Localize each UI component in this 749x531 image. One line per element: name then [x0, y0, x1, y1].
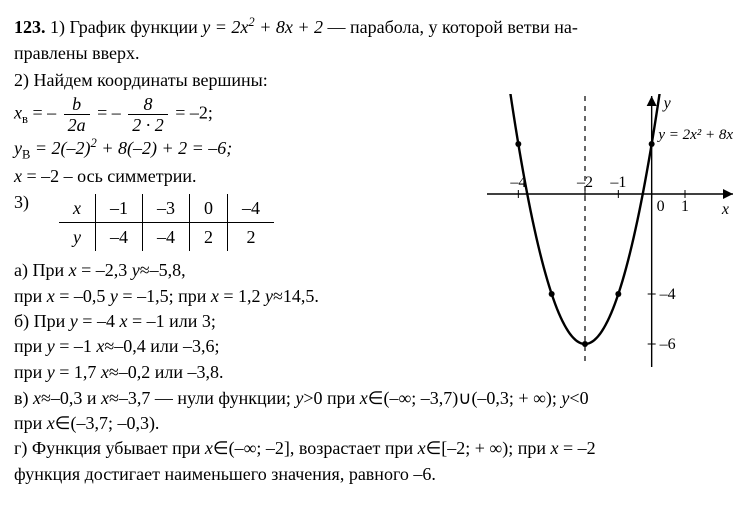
xv-line: xв = – b 2a = – 8 2 · 2 = –2; [14, 95, 477, 134]
table-cell: 2 [190, 223, 228, 252]
table-row: x –1 –3 0 –4 [59, 194, 274, 223]
frac1-num: b [64, 95, 90, 115]
table-cell: –4 [96, 223, 143, 252]
a-line1-text: При x = –2,3 y≈–5,8, [32, 260, 185, 280]
c-line: в) x≈–0,3 и x≈–3,7 — нули функции; y>0 п… [14, 386, 735, 410]
a-label: а) [14, 260, 28, 280]
step2-label: 2) [14, 70, 29, 90]
frac1-den: 2a [64, 115, 90, 134]
svg-text:–2: –2 [576, 174, 593, 191]
table-col-header: x [59, 194, 96, 223]
d-text1: Функция убывает при x∈(–∞; –2], возраста… [32, 438, 596, 458]
step2: 2) Найдем координаты вершины: [14, 68, 735, 92]
b-line1: б) При y = –4 x = –1 или 3; [14, 309, 477, 333]
c-line2: при x∈(–3,7; –0,3). [14, 411, 735, 435]
table-cell: –4 [228, 194, 275, 223]
axis-line: x = –2 – ось симметрии. [14, 164, 477, 188]
step1-expr: y = 2x2 + 8x + 2 [202, 17, 323, 37]
c-label: в) [14, 388, 29, 408]
step2-text: Найдем координаты вершины: [34, 70, 268, 90]
svg-text:1: 1 [681, 198, 689, 215]
step3-row: 3) x –1 –3 0 –4 y –4 –4 2 2 [14, 190, 477, 258]
b-line3: при y = 1,7 x≈–0,2 или –3,8. [14, 360, 477, 384]
svg-text:–1: –1 [609, 174, 626, 191]
table-row: y –4 –4 2 2 [59, 223, 274, 252]
svg-text:–4: –4 [659, 286, 676, 303]
eq1: = – [97, 103, 125, 123]
table-cell: 2 [228, 223, 275, 252]
step3-label: 3) [14, 190, 29, 214]
step1-b: — парабола, у которой ветви на- [328, 17, 578, 37]
parabola-graph: –4–2–101–4–6xyy = 2x² + 8x + 2 [485, 94, 735, 369]
table-cell: 0 [190, 194, 228, 223]
problem-number: 123. [14, 17, 46, 37]
svg-text:y = 2x² + 8x + 2: y = 2x² + 8x + 2 [656, 127, 735, 143]
main-row: xв = – b 2a = – 8 2 · 2 = –2; yB = 2(–2)… [14, 94, 735, 385]
table-cell: –4 [143, 223, 190, 252]
d-line2: функция достигает наименьшего значения, … [14, 462, 735, 486]
svg-text:y: y [662, 95, 672, 112]
svg-text:0: 0 [657, 198, 665, 215]
a-line2: при x = –0,5 y = –1,5; при x = 1,2 y≈14,… [14, 284, 477, 308]
table-cell: –3 [143, 194, 190, 223]
frac2-den: 2 · 2 [128, 115, 168, 134]
table-cell: –1 [96, 194, 143, 223]
table-row-header: y [59, 223, 96, 252]
b-label: б) [14, 311, 29, 331]
step1: 123. 1) График функции y = 2x2 + 8x + 2 … [14, 14, 735, 39]
step1c: правлены вверх. [14, 41, 735, 65]
svg-text:x: x [721, 201, 729, 218]
b-line2: при y = –1 x≈–0,4 или –3,6; [14, 334, 477, 358]
c-text: x≈–0,3 и x≈–3,7 — нули функции; y>0 при … [33, 388, 589, 408]
left-column: xв = – b 2a = – 8 2 · 2 = –2; yB = 2(–2)… [14, 94, 477, 385]
graph-panel: –4–2–101–4–6xyy = 2x² + 8x + 2 [485, 94, 735, 385]
xv-end: = –2; [175, 103, 213, 123]
step1-a: График функции [70, 17, 198, 37]
values-table: x –1 –3 0 –4 y –4 –4 2 2 [59, 194, 274, 252]
frac2-num: 8 [128, 95, 168, 115]
step1-label: 1) [50, 17, 65, 37]
a-line1: а) При x = –2,3 y≈–5,8, [14, 258, 477, 282]
yv-line: yB = 2(–2)2 + 8(–2) + 2 = –6; [14, 135, 477, 164]
svg-text:–6: –6 [659, 336, 676, 353]
b-line1-text: При y = –4 x = –1 или 3; [34, 311, 216, 331]
d-line1: г) Функция убывает при x∈(–∞; –2], возра… [14, 436, 735, 460]
d-label: г) [14, 438, 27, 458]
